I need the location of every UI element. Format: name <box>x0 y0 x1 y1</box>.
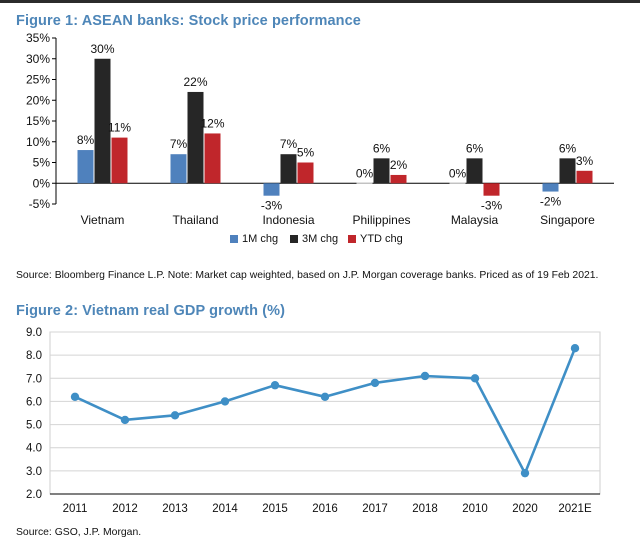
plot-frame <box>49 331 601 495</box>
legend-label-1m: 1M chg <box>242 233 279 245</box>
bar <box>111 137 128 184</box>
data-label: 5% <box>297 146 315 160</box>
data-label: 0% <box>449 166 467 180</box>
data-point <box>170 411 180 420</box>
bar <box>483 183 500 196</box>
data-label: 3% <box>576 154 594 168</box>
series-line <box>74 347 577 475</box>
y-tick-label: 30% <box>26 52 50 66</box>
legend-label-3m: 3M chg <box>302 233 339 245</box>
y-tick-label: 20% <box>26 93 50 107</box>
data-point <box>470 374 480 383</box>
top-rule <box>0 0 640 3</box>
y-tick-label: 3.0 <box>26 466 42 478</box>
bar <box>297 162 314 184</box>
bar <box>559 158 576 184</box>
x-tick-label: Philippines <box>352 213 410 227</box>
y-tick-label: -5% <box>29 197 51 211</box>
x-tick-label: Indonesia <box>262 213 314 227</box>
data-label: 2% <box>390 158 408 172</box>
x-tick-label: 2017 <box>362 503 388 515</box>
bar <box>356 182 373 184</box>
x-tick-label: 2015 <box>262 503 288 515</box>
legend-swatch-3m <box>290 235 298 243</box>
figure2-source: Source: GSO, J.P. Morgan. <box>16 527 142 538</box>
x-tick-label: 2011 <box>63 503 88 515</box>
x-tick-label: 2020 <box>512 503 538 515</box>
data-label: 12% <box>200 116 224 130</box>
y-tick-label: 2.0 <box>26 489 42 501</box>
y-tick-label: 7.0 <box>26 373 42 385</box>
data-label: -2% <box>540 195 562 209</box>
data-label: 6% <box>466 141 484 155</box>
x-tick-label: 2018 <box>412 503 438 515</box>
x-tick-label: 2012 <box>112 503 138 515</box>
data-label: 6% <box>373 141 391 155</box>
bar <box>576 170 593 184</box>
y-tick-label: 6.0 <box>26 396 42 408</box>
data-label: 22% <box>183 75 207 89</box>
data-label: 0% <box>356 166 374 180</box>
data-point <box>270 381 280 390</box>
data-label: 8% <box>77 133 95 147</box>
legend-swatch-ytd <box>348 235 356 243</box>
data-point <box>70 392 80 401</box>
bar <box>373 158 390 184</box>
bar <box>390 174 407 184</box>
bar <box>263 183 280 196</box>
figure2-title: Figure 2: Vietnam real GDP growth (%) <box>16 303 286 319</box>
legend-swatch-1m <box>230 235 238 243</box>
y-tick-label: 4.0 <box>26 443 42 455</box>
bar <box>280 154 297 184</box>
data-point <box>320 392 330 401</box>
data-label: -3% <box>481 199 503 213</box>
bar <box>77 150 94 184</box>
legend-label-ytd: YTD chg <box>360 233 403 245</box>
data-label: -3% <box>261 199 283 213</box>
x-tick-label: 2013 <box>162 503 188 515</box>
x-tick-label: Thailand <box>172 213 218 227</box>
x-tick-label: 2021E <box>558 503 592 515</box>
x-tick-label: 2014 <box>212 503 238 515</box>
data-point <box>370 378 380 388</box>
x-tick-label: 2016 <box>312 503 338 515</box>
y-tick-label: 9.0 <box>26 327 42 339</box>
data-label: 7% <box>280 137 298 151</box>
data-point <box>570 344 580 353</box>
y-tick-label: 5.0 <box>26 420 42 432</box>
bar <box>449 182 466 184</box>
y-tick-label: 0% <box>33 176 51 190</box>
x-tick-label: Malaysia <box>451 213 499 227</box>
data-point <box>220 397 230 406</box>
data-label: 11% <box>108 121 131 135</box>
figure1-source: Source: Bloomberg Finance L.P. Note: Mar… <box>16 270 599 281</box>
y-tick-label: 25% <box>26 73 50 87</box>
bar <box>542 183 559 192</box>
data-label: 30% <box>90 42 114 56</box>
legend-item-1m: 1M chg <box>230 233 278 245</box>
bar <box>94 58 111 184</box>
x-tick-label: 2010 <box>462 503 488 515</box>
y-tick-label: 35% <box>26 31 50 45</box>
legend-item-3m: 3M chg <box>290 233 338 245</box>
figure1-title: Figure 1: ASEAN banks: Stock price perfo… <box>16 13 361 29</box>
bar <box>187 91 204 184</box>
legend-item-ytd: YTD chg <box>348 233 403 245</box>
data-point <box>520 468 530 478</box>
bar-chart: -5% 0% 5% 10% 15% 20% 25% 30% 35% 8% 30% 11% Vietnam… <box>26 31 614 227</box>
y-tick-label: 5% <box>33 156 51 170</box>
bar <box>466 158 483 184</box>
data-label: 6% <box>559 141 577 155</box>
x-tick-label: Vietnam <box>81 213 125 227</box>
bar <box>204 133 221 184</box>
y-tick-label: 15% <box>26 114 50 128</box>
y-tick-label: 10% <box>26 135 50 149</box>
data-point <box>420 371 430 381</box>
data-label: 7% <box>170 137 188 151</box>
y-tick-label: 8.0 <box>26 350 42 362</box>
bar <box>170 154 187 184</box>
data-point <box>120 415 130 425</box>
x-tick-label: Singapore <box>540 213 595 227</box>
line-chart: 2.0 3.0 4.0 5.0 6.0 7.0 8.0 9.0 2011 2012 2013 2014… <box>26 327 601 515</box>
